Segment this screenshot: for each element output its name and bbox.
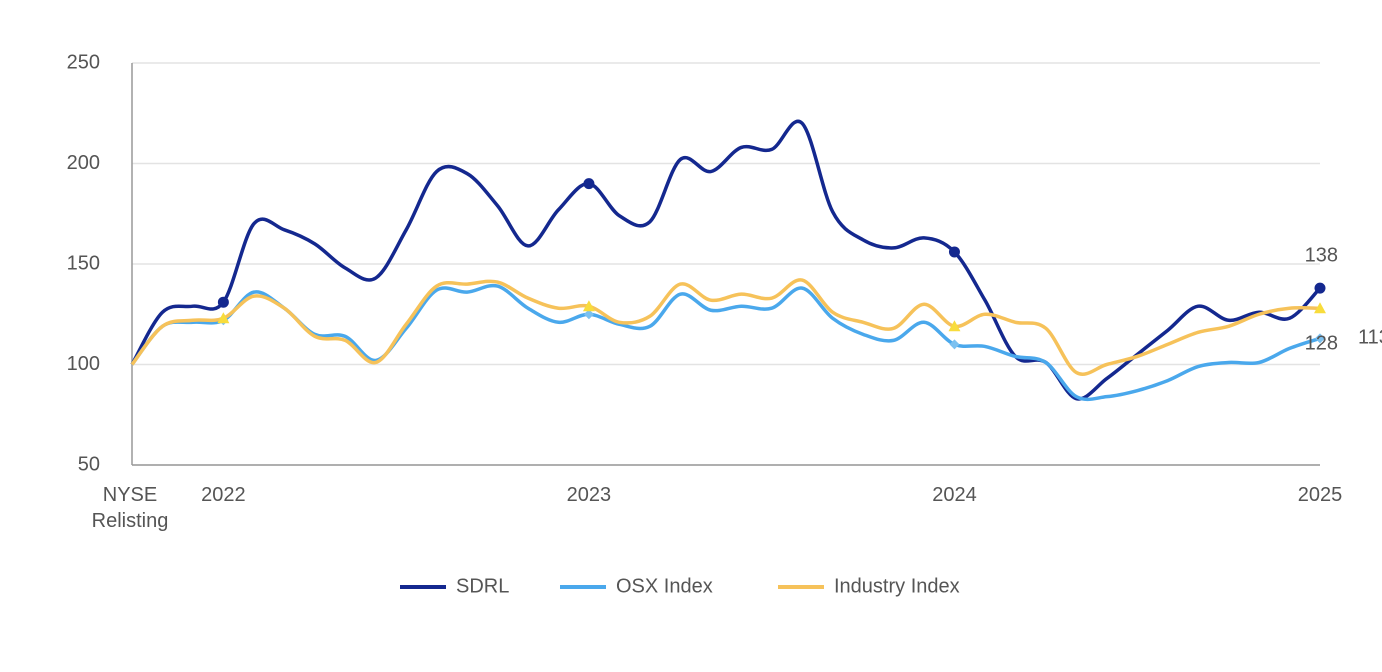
y-tick-label: 200: [67, 152, 100, 174]
x-tick-label: 2024: [932, 484, 977, 506]
data-label: 113: [1358, 327, 1382, 349]
marker: [582, 300, 595, 312]
marker: [948, 320, 961, 332]
legend-label: Industry Index: [834, 575, 960, 597]
x-tick-label: NYSE Relisting: [91, 484, 169, 532]
marker: [1314, 282, 1326, 294]
legend-label: SDRL: [456, 575, 509, 597]
x-tick-label: 2025: [1297, 484, 1343, 506]
y-tick-label: 250: [67, 51, 100, 73]
legend-label: OSX Index: [616, 575, 713, 597]
marker: [217, 296, 229, 308]
y-tick-label: 50: [78, 453, 100, 475]
series-line: [130, 119, 1322, 401]
marker: [1314, 302, 1326, 314]
series-line: [130, 283, 1321, 402]
marker: [949, 339, 960, 350]
data-label: 128: [1305, 333, 1338, 355]
marker: [583, 178, 595, 190]
x-tick-label: 2022: [201, 484, 246, 506]
marker: [948, 246, 960, 258]
series-line: [130, 278, 1321, 376]
y-tick-label: 100: [67, 353, 100, 375]
marker: [1315, 333, 1325, 344]
data-label: 138: [1305, 244, 1338, 266]
x-tick-label: 2023: [566, 484, 612, 506]
marker: [217, 312, 230, 324]
y-tick-label: 150: [67, 252, 100, 274]
marker: [583, 309, 594, 320]
